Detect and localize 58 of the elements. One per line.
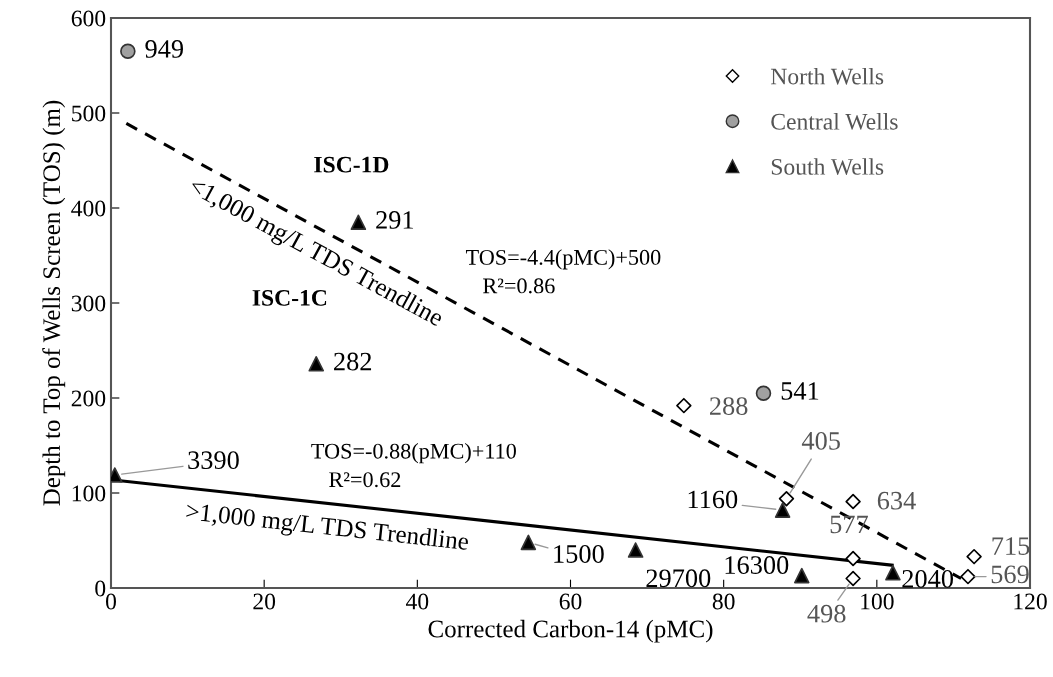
annotation: 288 (710, 397, 748, 415)
annotation: TOS=-4.4(pMC)+500 (465, 249, 661, 270)
annotation: 3390 (188, 451, 239, 470)
y-tick-label: 300 (71, 295, 106, 312)
annotation: 29700 (646, 569, 711, 588)
y-tick-label: 100 (72, 485, 106, 502)
point (778, 490, 795, 507)
x-tick-label: 60 (559, 593, 582, 610)
annotation: 16300 (725, 556, 789, 574)
annotation: TOS=-0.88(pMC)+110 (311, 443, 516, 464)
annotation: 569 (991, 565, 1029, 584)
legend-label: North Wells (770, 67, 884, 85)
annotation: R²=0.86 (483, 278, 555, 294)
point (350, 214, 367, 231)
point (755, 385, 772, 402)
y-tick-label: 500 (72, 105, 106, 122)
legend-label: South Wells (771, 158, 884, 175)
point (520, 534, 537, 551)
x-tick-label: 100 (861, 593, 894, 610)
x-tick-label: 20 (253, 593, 276, 610)
point (885, 565, 901, 581)
x-tick-label: 40 (405, 593, 429, 610)
annotation: 291 (376, 211, 414, 229)
x-axis-title: Corrected Carbon-14 (pMC) (428, 619, 713, 643)
x-tick-label: 80 (712, 593, 735, 610)
annotation: R²=0.62 (329, 472, 401, 488)
point (120, 43, 136, 60)
annotation: 405 (801, 431, 840, 450)
point (676, 397, 692, 414)
point (845, 550, 861, 567)
point (845, 493, 861, 510)
annotation: 634 (877, 491, 916, 510)
point (774, 502, 791, 518)
text: >1,000 mg/L TDS Trendline (185, 501, 470, 556)
annotation: ISC-1D (314, 156, 389, 173)
point (794, 567, 810, 584)
legend-label: Central Wells (771, 113, 898, 130)
y-axis-title: Depth to Top of Wells Screen (TOS) (m) (42, 100, 66, 506)
y-tick-label: 400 (71, 200, 106, 217)
annotation: 1500 (554, 545, 604, 563)
annotation: 715 (992, 537, 1030, 555)
y-tick-label: 0 (95, 580, 106, 597)
annotation: 282 (334, 352, 372, 371)
point (966, 548, 982, 565)
point (308, 356, 325, 372)
y-tick-label: 600 (71, 10, 106, 27)
annotation: 949 (145, 40, 184, 58)
annotation: 541 (781, 382, 819, 400)
annotation: 577 (830, 515, 868, 534)
annotation: 498 (807, 604, 846, 623)
point (627, 542, 644, 558)
annotation: 1160 (688, 490, 738, 509)
x-tick-label: 120 (1014, 593, 1047, 610)
annotation: 2040 (902, 569, 954, 588)
point (960, 568, 976, 585)
point (845, 570, 861, 587)
y-tick-label: 200 (71, 390, 106, 407)
annotation: ISC-1C (252, 289, 327, 306)
